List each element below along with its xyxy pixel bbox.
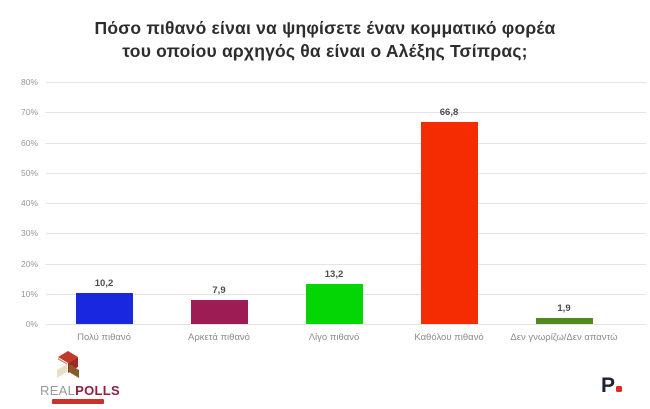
- category-label-1: Πολύ πιθανό: [77, 332, 131, 343]
- ytick-label-20%: 20%: [20, 258, 38, 269]
- bar-value-1: 10,2: [94, 278, 114, 290]
- gridline-0%: [46, 324, 646, 325]
- gridline-60%: [46, 142, 646, 144]
- publisher-letter: P: [600, 374, 615, 397]
- ytick-label-30%: 30%: [20, 228, 38, 239]
- gridline-70%: [46, 112, 646, 114]
- gridline-20%: [46, 263, 646, 265]
- realpolls-logo: REALPOLLS: [40, 350, 130, 404]
- bar-5: [535, 318, 593, 324]
- category-label-3: Λίγο πιθανό: [308, 332, 360, 343]
- chart-title: Πόσο πιθανό είναι να ψηφίσετε έναν κομμα…: [0, 17, 650, 63]
- ytick-label-50%: 50%: [20, 167, 38, 178]
- gridline-80%: [46, 82, 646, 83]
- bar-3: [305, 284, 363, 324]
- ytick-label-40%: 40%: [20, 198, 38, 208]
- realpolls-tagline-strip: [52, 399, 104, 404]
- bar-value-2: 7,9: [212, 285, 226, 297]
- chart-title-line1: Πόσο πιθανό είναι να ψηφίσετε έναν κομμα…: [94, 18, 556, 38]
- gridline-50%: [46, 172, 646, 174]
- chart-title-line2: του οποίου αρχηγός θα είναι ο Αλέξης Τσί…: [122, 40, 528, 61]
- bar-value-5: 1,9: [557, 303, 571, 315]
- ytick-label-70%: 70%: [20, 107, 38, 118]
- brand-polls-text: POLLS: [75, 383, 121, 398]
- ytick-label-0%: 0%: [25, 319, 38, 329]
- gridline-30%: [46, 233, 646, 235]
- bar-1: [75, 293, 133, 324]
- realpolls-cubes-icon: [57, 351, 79, 378]
- publisher-logo: P: [601, 374, 622, 398]
- category-label-5: Δεν γνωρίζω/Δεν απαντώ: [510, 332, 618, 343]
- brand-real-text: REAL: [40, 383, 76, 398]
- ytick-label-10%: 10%: [20, 288, 38, 299]
- bar-value-4: 66,8: [439, 106, 459, 118]
- bar-value-3: 13,2: [324, 269, 344, 281]
- ytick-label-80%: 80%: [20, 77, 38, 87]
- bar-2: [190, 300, 248, 324]
- publisher-dot-icon: [616, 386, 622, 392]
- category-label-2: Αρκετά πιθανό: [188, 332, 250, 343]
- ytick-label-60%: 60%: [20, 137, 38, 148]
- category-label-4: Καθόλου πιθανό: [414, 332, 484, 343]
- bar-4: [420, 121, 478, 324]
- realpolls-wordmark: REALPOLLS: [40, 383, 130, 398]
- gridline-40%: [46, 203, 646, 204]
- plot-area: 10,2 Πολύ πιθανό 7,9 Αρκετά πιθανό 13,2 Λίγο …: [46, 82, 646, 343]
